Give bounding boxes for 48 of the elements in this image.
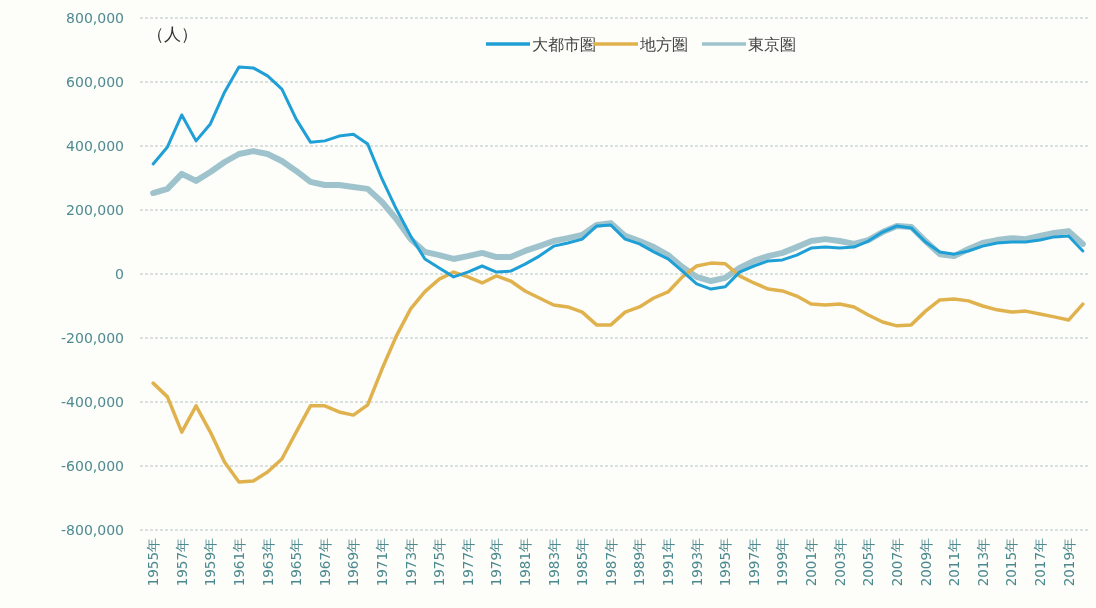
x-tick-label: 1985年 [574, 538, 591, 587]
x-tick-label: 2003年 [831, 538, 848, 587]
x-tick-label: 1971年 [374, 538, 390, 587]
x-tick-label: 2007年 [888, 538, 905, 587]
x-tick-label: 1961年 [230, 538, 247, 587]
x-tick-label: 1965年 [288, 538, 305, 587]
x-tick-label: 1969年 [345, 538, 362, 587]
x-tick-label: 1981年 [517, 538, 534, 587]
legend-label: 地方圏 [639, 35, 688, 54]
x-tick-label: 1967年 [316, 538, 333, 587]
legend-label: 東京圏 [748, 35, 796, 54]
x-tick-label: 2017年 [1031, 538, 1048, 587]
x-tick-label: 2019年 [1060, 538, 1077, 587]
y-tick-label: 800,000 [66, 10, 124, 26]
line-series [151, 261, 1085, 484]
x-tick-label: 1987年 [602, 538, 619, 587]
x-tick-label: 1983年 [545, 538, 562, 587]
y-tick-label: -200,000 [61, 330, 124, 346]
x-tick-label: 1999年 [774, 538, 791, 587]
x-tick-label: 1957年 [173, 538, 190, 587]
y-axis-title: （人） [147, 24, 198, 44]
y-tick-label: -800,000 [61, 522, 124, 538]
x-tick-label: 1955年 [145, 538, 162, 587]
x-tick-label: 1973年 [402, 538, 419, 587]
x-tick-label: 1959年 [202, 538, 219, 587]
x-tick-label: 2013年 [974, 538, 991, 587]
legend-label: 大都市圏 [532, 35, 596, 54]
x-tick-label: 1977年 [459, 538, 476, 587]
x-tick-label: 1979年 [488, 538, 505, 587]
x-tick-label: 1963年 [259, 538, 276, 587]
y-tick-label: -400,000 [61, 394, 124, 410]
x-tick-label: 2011年 [946, 538, 963, 587]
x-tick-label: 2015年 [1003, 538, 1020, 587]
x-tick-label: 2005年 [860, 538, 877, 587]
x-tick-label: 1995年 [717, 538, 734, 587]
x-tick-label: 1993年 [688, 538, 705, 587]
x-tick-label: 2001年 [803, 538, 820, 587]
x-tick-label: 1975年 [431, 538, 448, 587]
x-tick-label: 1997年 [745, 538, 762, 587]
x-tick-label: 1989年 [631, 538, 648, 587]
y-tick-label: 200,000 [66, 202, 124, 218]
y-tick-label: 0 [115, 266, 124, 282]
y-tick-label: 600,000 [66, 74, 124, 90]
y-tick-label: 400,000 [66, 138, 124, 154]
x-tick-label: 2009年 [917, 538, 934, 587]
x-tick-label: 1991年 [660, 538, 677, 587]
line-series [151, 65, 1085, 291]
y-tick-label: -600,000 [61, 458, 124, 474]
